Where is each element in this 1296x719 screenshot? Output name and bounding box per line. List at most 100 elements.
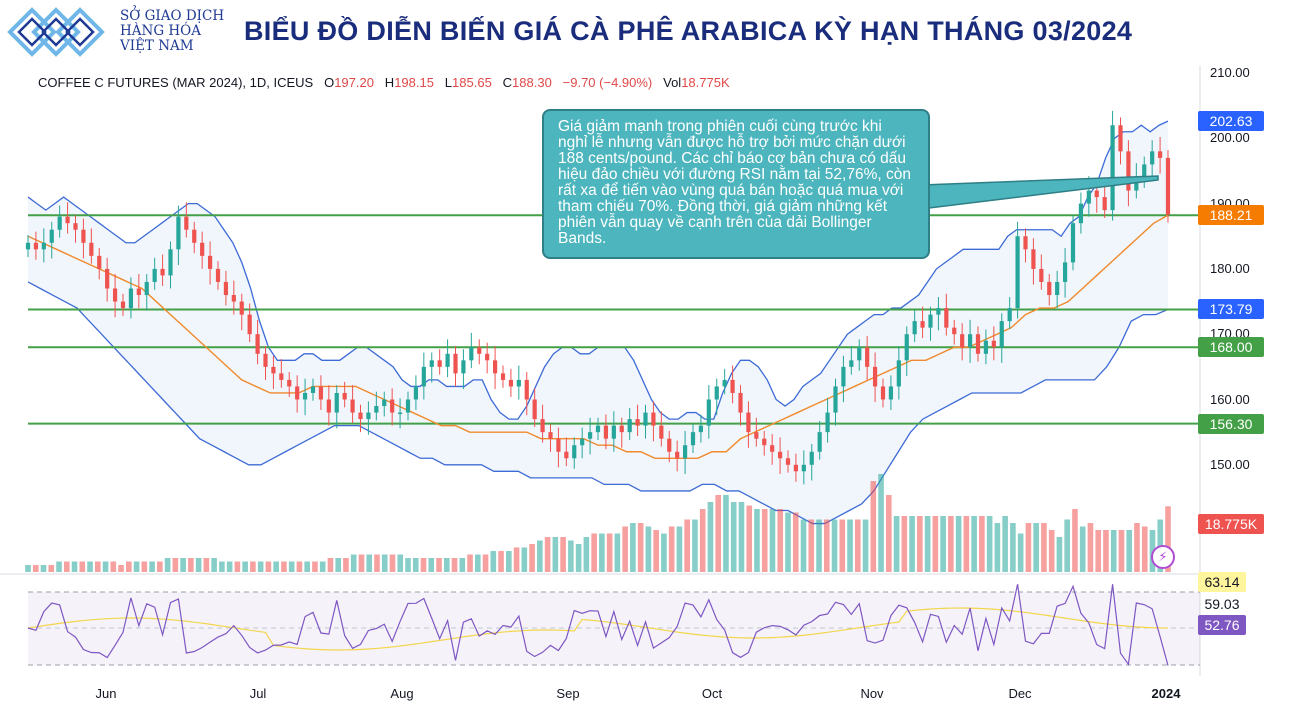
volume-bar	[1041, 523, 1047, 572]
candle-body	[1157, 151, 1163, 158]
volume-bar	[56, 561, 62, 572]
candle-body	[112, 288, 118, 302]
volume-bar	[521, 547, 528, 572]
open-value: 197.20	[334, 75, 374, 90]
volume-bar	[606, 533, 613, 572]
volume-bar	[1056, 537, 1063, 572]
volume-bar	[118, 565, 124, 572]
volume-bar	[630, 523, 636, 572]
volume-bar	[870, 481, 877, 572]
rsi-value-badge: 63.14	[1198, 572, 1246, 592]
volume-bar	[211, 558, 217, 572]
volume-bar	[583, 537, 590, 572]
candle-body	[952, 327, 957, 335]
logo-line-3: VIỆT NAM	[120, 38, 194, 54]
volume-bar	[1118, 530, 1125, 572]
price-badge: 168.00	[1198, 337, 1264, 358]
volume-bar	[738, 502, 745, 572]
candle-body	[1078, 203, 1084, 224]
candle-body	[49, 229, 54, 243]
candle-body	[461, 360, 466, 374]
volume-bar	[498, 551, 504, 572]
volume-bar	[195, 558, 202, 572]
candle-body	[437, 360, 442, 367]
candle-body	[540, 419, 545, 433]
sgd-logo-icon	[7, 7, 105, 57]
candle-body	[215, 268, 221, 282]
candle-body	[287, 379, 292, 387]
candle-body	[192, 229, 197, 243]
volume-bar	[157, 561, 163, 572]
volume-bar	[955, 516, 962, 572]
candle-body	[1055, 281, 1060, 296]
volume-bar	[777, 509, 784, 572]
candle-body	[421, 366, 426, 387]
candle-body	[928, 314, 933, 328]
volume-bar	[296, 561, 303, 572]
candle-body	[33, 242, 39, 250]
volume-bar	[699, 509, 706, 572]
candle-body	[920, 321, 925, 328]
volume-bar	[614, 533, 621, 572]
candle-body	[1142, 164, 1147, 178]
candle-body	[453, 353, 458, 374]
candle-body	[200, 242, 205, 256]
price-tick-label: 160.00	[1210, 391, 1250, 407]
volume-bar	[622, 526, 628, 572]
rsi-value-badge: 59.03	[1204, 596, 1240, 612]
volume-bar	[792, 512, 799, 572]
candle-body	[667, 438, 672, 452]
volume-bar	[893, 516, 900, 572]
volume-bar	[102, 561, 109, 572]
close-label: C	[502, 75, 513, 90]
candle-body	[508, 379, 514, 387]
candle-body	[912, 321, 917, 335]
candle-body	[698, 425, 704, 433]
volume-bar	[862, 519, 869, 572]
volume-bar	[188, 558, 194, 572]
volume-bar	[1017, 533, 1024, 572]
candle-body	[25, 242, 31, 250]
vol-value: 18.775K	[681, 75, 730, 90]
bollinger-lower-line	[27, 281, 1169, 525]
volume-bar	[1048, 530, 1055, 572]
candle-body	[983, 340, 989, 354]
candle-body	[469, 347, 474, 361]
candle-body	[279, 373, 284, 380]
candle-body	[1070, 223, 1076, 263]
candle-body	[263, 353, 268, 367]
candle-body	[318, 386, 324, 400]
volume-bar	[994, 523, 1001, 572]
volume-bar	[707, 502, 714, 572]
volume-bar	[909, 516, 915, 572]
candle-body	[382, 399, 387, 407]
candle-body	[97, 255, 102, 269]
volume-bar	[948, 516, 954, 572]
volume-bar	[149, 561, 155, 572]
volume-bar	[676, 526, 683, 572]
candle-body	[239, 301, 244, 315]
candle-body	[271, 366, 276, 374]
volume-bar	[1002, 516, 1008, 572]
header: SỞ GIAO DỊCH HÀNG HÓA VIỆT NAM BIỂU ĐỒ D…	[0, 0, 1296, 66]
price-badge: 173.79	[1198, 299, 1264, 320]
candle-body	[1094, 190, 1099, 198]
candle-body	[833, 386, 838, 413]
candle-body	[492, 360, 498, 374]
candle-body	[326, 399, 331, 413]
volume-bar	[467, 554, 473, 572]
candle-body	[872, 366, 878, 387]
volume-bar	[141, 561, 148, 572]
lightning-icon[interactable]: ⚡	[1151, 545, 1175, 569]
volume-bar	[172, 558, 179, 572]
volume-bar	[723, 495, 729, 572]
volume-bar	[110, 561, 117, 572]
candle-body	[366, 412, 371, 420]
volume-bar	[971, 516, 977, 572]
volume-bar	[374, 554, 380, 572]
volume-bar	[389, 554, 396, 572]
candle-body	[770, 445, 775, 452]
volume-bar	[940, 516, 946, 572]
volume-bar	[878, 474, 884, 572]
volume-bar	[1134, 523, 1140, 572]
